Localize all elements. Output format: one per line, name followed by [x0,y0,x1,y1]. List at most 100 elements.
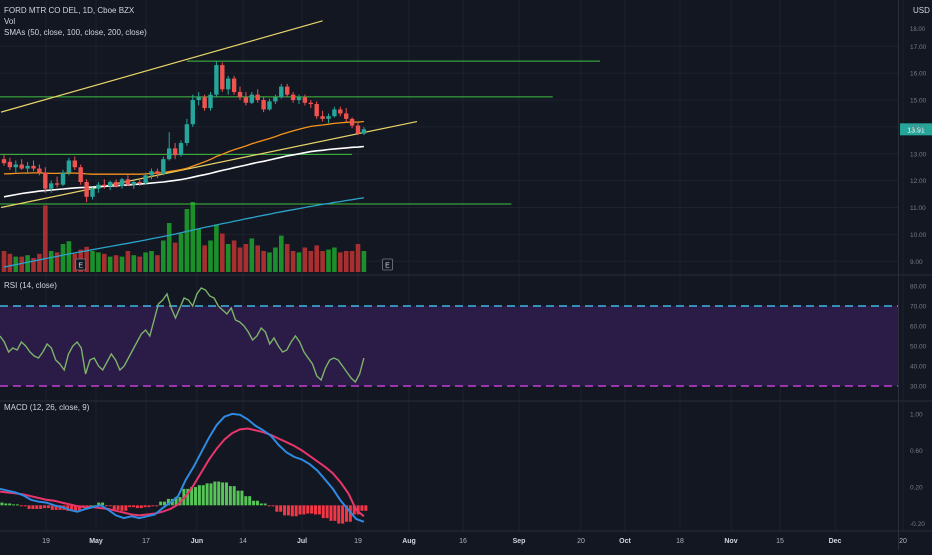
candle-body[interactable] [43,172,48,189]
candle-body[interactable] [184,124,190,144]
candle-body[interactable] [214,65,219,95]
earnings-marker[interactable] [382,258,393,271]
candle-body[interactable] [108,181,113,187]
candle-body[interactable] [279,86,284,98]
candle-body[interactable] [285,86,290,95]
time-axis-label: 20 [577,538,585,545]
candle-body[interactable] [349,118,355,126]
candle-body[interactable] [261,100,266,110]
time-axis-label: Jul [297,538,307,545]
volume-bar [243,244,249,272]
macd-histogram-bar [232,486,236,506]
candle-body[interactable] [167,148,172,160]
macd-histogram-bar [31,505,35,509]
time-axis-label: 15 [776,538,784,545]
macd-histogram-bar [259,503,263,506]
candle-body[interactable] [208,94,213,109]
candle-body[interactable] [161,159,166,174]
candle-body[interactable] [220,65,225,90]
candle-body[interactable] [255,94,260,101]
candle-body[interactable] [78,167,83,182]
candle-body[interactable] [149,171,154,176]
macd-histogram-bar [294,505,298,517]
macd-pane[interactable] [0,412,368,524]
candle-body[interactable] [113,181,119,187]
candle-body[interactable] [25,165,30,169]
candle-body[interactable] [308,102,313,105]
candle-body[interactable] [243,97,249,103]
candle-body[interactable] [296,97,302,101]
macd-histogram-bar [236,490,240,506]
candle-body[interactable] [320,116,325,119]
macd-histogram-bar [341,505,345,524]
time-axis-label: 19 [42,538,50,545]
candle-body[interactable] [196,97,201,101]
candle-body[interactable] [314,104,319,117]
candle-body[interactable] [344,113,349,119]
candle-body[interactable] [90,188,95,197]
candle-body[interactable] [326,116,331,119]
candle-body[interactable] [60,172,66,185]
candle-body[interactable] [178,143,184,156]
candle-body[interactable] [131,181,136,185]
candle-body[interactable] [137,181,142,184]
candle-body[interactable] [119,179,125,187]
candle-body[interactable] [172,148,178,156]
candle-body[interactable] [226,78,231,90]
price-tick-label: 13.00 [910,151,927,158]
candle-body[interactable] [7,161,13,168]
volume-bar [190,202,196,272]
earnings-marker-label: E [78,263,83,270]
candle-body[interactable] [54,183,60,185]
candle-body[interactable] [249,94,254,103]
macd-histogram-bar [43,505,47,509]
candle-body[interactable] [355,125,361,134]
candle-body[interactable] [143,175,148,184]
candle-body[interactable] [31,165,36,169]
price-pane[interactable]: E E 13.91 [0,20,932,272]
volume-bar [267,252,272,272]
candle-body[interactable] [267,101,272,110]
candle-body[interactable] [84,181,89,197]
candle-body[interactable] [155,171,160,174]
candle-body[interactable] [19,164,24,169]
candle-body[interactable] [332,109,337,117]
macd-histogram-bar [221,482,225,506]
candle-body[interactable] [302,97,308,103]
candle-body[interactable] [338,109,343,114]
rsi-pane[interactable] [0,287,898,387]
candle-body[interactable] [125,179,131,185]
candle-body[interactable] [66,160,72,173]
earnings-marker[interactable] [75,258,87,271]
candle-body[interactable] [231,78,237,92]
volume-bar [326,249,331,272]
candle-body[interactable] [273,97,278,102]
volume-bar [149,251,154,272]
macd-histogram-bar [27,505,31,509]
candle-body[interactable] [1,159,7,164]
candle-body[interactable] [190,100,195,125]
candle-body[interactable] [49,183,54,189]
candle-body[interactable] [72,160,77,168]
macd-histogram-bar [23,505,27,507]
volume-bar [131,255,137,272]
candle-body[interactable] [361,129,367,134]
candle-body[interactable] [102,184,107,187]
macd-signal-line [0,427,365,518]
candle-body[interactable] [237,91,243,98]
trend-line[interactable] [0,20,323,113]
macd-histogram-bar [209,483,213,506]
candle-body[interactable] [13,164,18,168]
time-axis-label: Jun [191,538,203,545]
candle-body[interactable] [96,184,101,189]
macd-histogram-bar [279,505,283,512]
candle-body[interactable] [290,94,296,101]
time-axis-label: 19 [354,538,362,545]
macd-histogram-bar [132,505,136,508]
candle-body[interactable] [202,97,207,109]
candle-body[interactable] [37,168,42,173]
trend-line[interactable] [0,120,418,209]
macd-histogram-bar [360,505,364,511]
